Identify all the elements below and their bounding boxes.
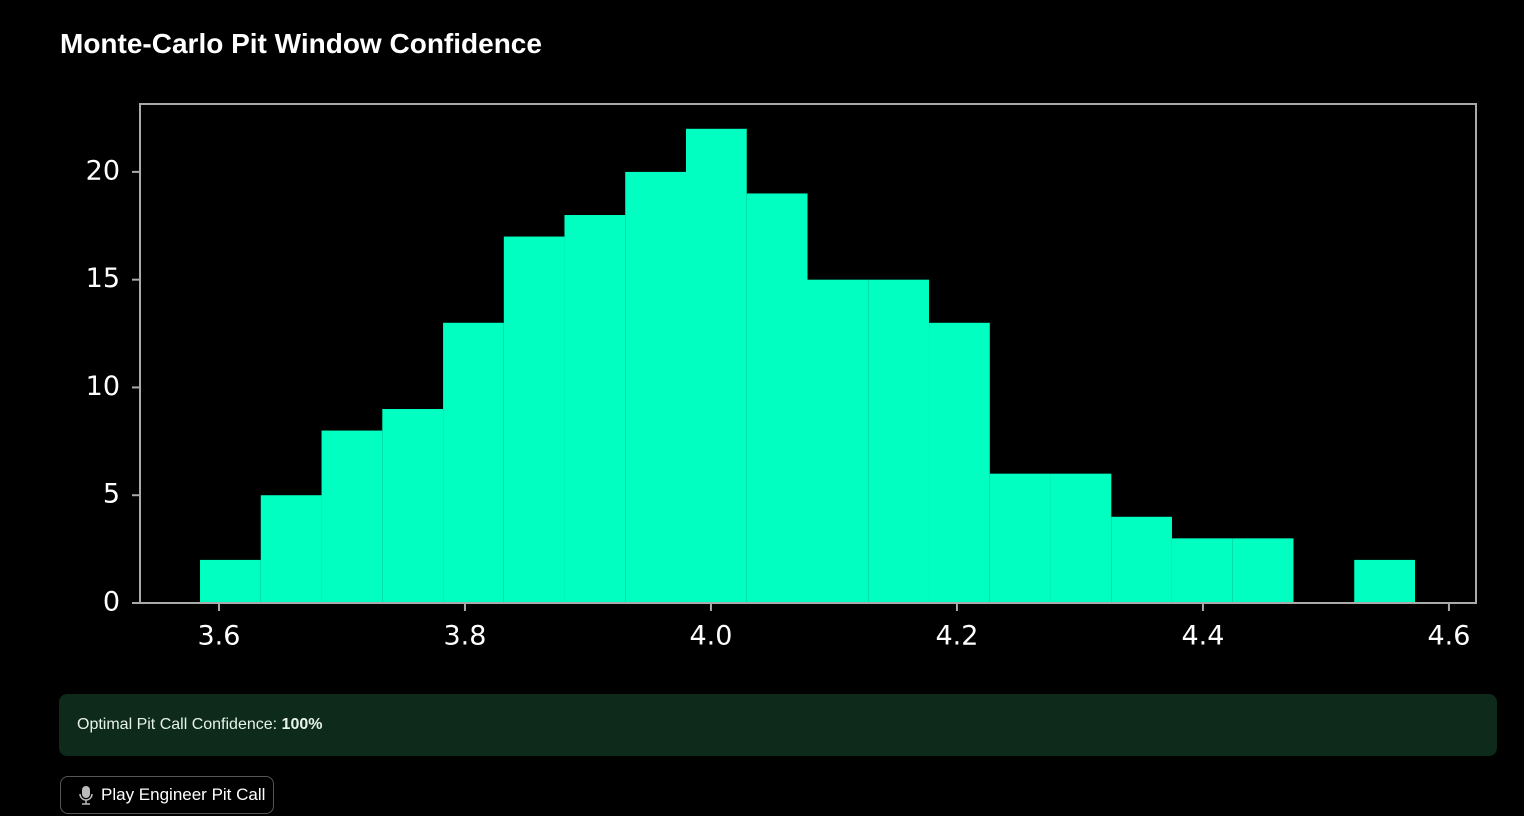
play-button[interactable]: Play Engineer Pit Call [60, 776, 274, 814]
bar [200, 559, 261, 603]
bar [685, 128, 747, 603]
bar [1171, 538, 1233, 603]
alert-label: Optimal Pit Call Confidence: [77, 716, 278, 733]
bar [1354, 559, 1415, 603]
bar [1050, 473, 1112, 603]
bar [807, 279, 869, 603]
x-tick-label: 4.4 [1181, 621, 1224, 652]
y-tick-label: 5 [103, 479, 120, 510]
x-tick-label: 3.6 [197, 621, 240, 652]
info-alert: Optimal Pit Call Confidence: 100% [59, 694, 1497, 756]
bar [260, 495, 322, 603]
y-tick-label: 10 [86, 371, 120, 402]
x-tick-label: 4.2 [935, 621, 978, 652]
x-tick-label: 3.8 [443, 621, 486, 652]
mic-icon [79, 786, 93, 805]
bar [1232, 538, 1294, 603]
y-tick-label: 20 [86, 155, 120, 186]
y-tick-label: 15 [86, 263, 120, 294]
bar [382, 409, 444, 603]
bar [564, 215, 626, 603]
bar [503, 236, 565, 603]
y-tick-label: 0 [103, 587, 120, 618]
button-label: Play Engineer Pit Call [101, 785, 266, 804]
x-tick-label: 4.6 [1427, 621, 1470, 652]
page-title: Monte-Carlo Pit Window Confidence [60, 28, 542, 59]
alert-value: 100% [281, 716, 323, 733]
bar [443, 322, 504, 603]
bar [868, 279, 930, 603]
bar [746, 193, 808, 604]
bar [989, 473, 1051, 603]
x-tick-label: 4.0 [689, 621, 732, 652]
bar [625, 171, 686, 603]
chart: 0 5 10 15 20 3.6 3.8 4.0 4.2 4.4 4.6 [86, 103, 1477, 652]
plot-frame [139, 103, 1477, 604]
bar [321, 430, 383, 603]
bar [1111, 516, 1172, 603]
bar [929, 322, 990, 603]
